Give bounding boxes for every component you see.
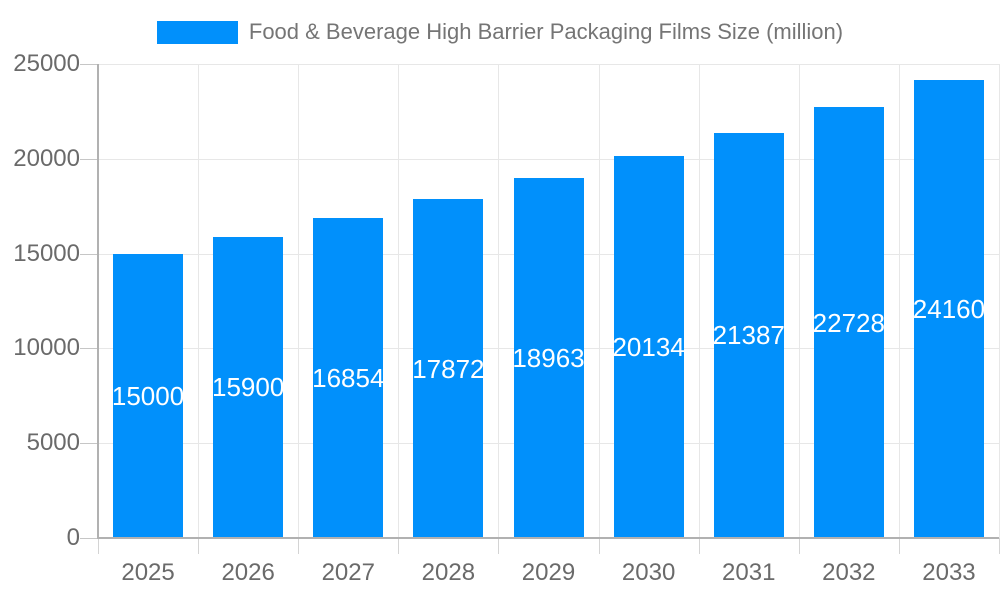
bar[interactable] [613, 156, 684, 537]
bar-value-label: 24160 [912, 293, 986, 324]
bar-value-label: 15000 [111, 380, 185, 411]
bar-value-label: 18963 [512, 343, 585, 374]
x-tick-label: 2026 [221, 559, 275, 586]
bar[interactable] [713, 132, 784, 537]
bar[interactable] [813, 107, 884, 537]
x-gridline [298, 64, 300, 538]
bar[interactable] [513, 178, 584, 537]
x-gridline [598, 64, 600, 538]
y-axis-tick [80, 348, 98, 350]
x-tick-label: 2028 [421, 559, 476, 586]
x-gridline [898, 64, 900, 538]
x-axis-tick [98, 538, 99, 554]
y-axis-tick [80, 253, 98, 255]
x-gridline [498, 64, 500, 538]
y-axis-tick [80, 538, 98, 539]
x-gridline [198, 64, 200, 538]
y-axis-tick [80, 64, 98, 65]
x-axis-tick [198, 538, 200, 554]
bar[interactable] [313, 218, 384, 537]
x-axis-line [97, 537, 999, 539]
x-axis-tick [398, 538, 400, 554]
x-axis-tick [698, 538, 700, 554]
x-gridline [698, 64, 700, 538]
bar[interactable] [113, 253, 184, 537]
x-axis-tick [798, 538, 800, 554]
bar-value-label: 16854 [312, 363, 385, 394]
x-tick-label: 2032 [822, 559, 876, 586]
y-axis-tick [80, 158, 98, 160]
y-tick-label: 25000 [13, 50, 80, 77]
bar-value-label: 15900 [212, 372, 285, 403]
y-gridline [98, 158, 999, 160]
x-tick-label: 2029 [521, 559, 576, 586]
y-tick-label: 10000 [13, 334, 80, 362]
x-gridline [798, 64, 800, 538]
bar[interactable] [213, 236, 284, 537]
x-axis-tick [898, 538, 900, 554]
bar[interactable] [913, 79, 984, 537]
y-gridline [98, 64, 999, 65]
legend[interactable]: Food & Beverage High Barrier Packaging F… [0, 19, 1000, 45]
bar-value-label: 21387 [712, 320, 785, 351]
bar[interactable] [413, 199, 484, 537]
x-tick-label: 2033 [922, 559, 976, 586]
x-tick-label: 2027 [321, 559, 375, 586]
y-tick-label: 5000 [26, 429, 80, 457]
x-gridline [398, 64, 400, 538]
x-axis-tick [498, 538, 500, 554]
bar-value-label: 20134 [612, 332, 685, 363]
y-axis-line [97, 64, 99, 538]
y-tick-label: 15000 [13, 239, 80, 267]
bar-value-label: 17872 [412, 353, 485, 384]
bar-value-label: 22728 [812, 307, 885, 338]
x-tick-label: 2025 [121, 559, 175, 586]
legend-swatch [156, 20, 238, 44]
legend-label: Food & Beverage High Barrier Packaging F… [248, 19, 844, 44]
x-tick-label: 2031 [722, 559, 776, 586]
x-tick-label: 2030 [621, 559, 676, 586]
y-tick-label: 20000 [13, 144, 80, 172]
x-axis-tick [298, 538, 300, 554]
y-axis-tick [80, 443, 98, 445]
y-tick-label: 0 [66, 524, 80, 551]
x-axis-tick [598, 538, 600, 554]
